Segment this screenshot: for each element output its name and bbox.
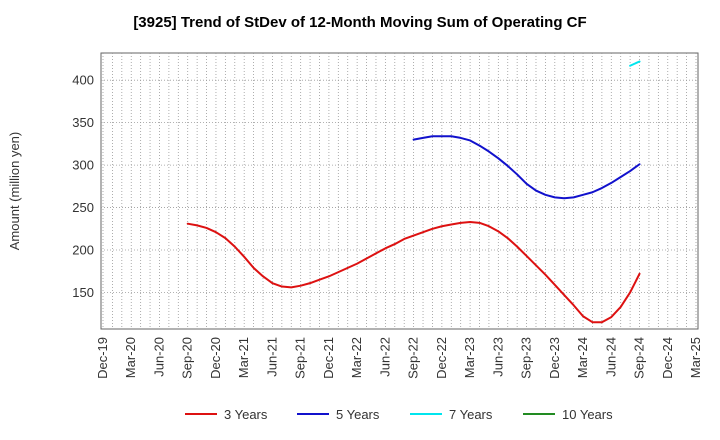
legend-label: 10 Years xyxy=(562,407,613,422)
y-tick-label: 350 xyxy=(72,115,94,130)
legend-label: 3 Years xyxy=(224,407,268,422)
legend-label: 5 Years xyxy=(336,407,380,422)
chart-title: [3925] Trend of StDev of 12-Month Moving… xyxy=(133,14,586,31)
x-tick-label: Jun-23 xyxy=(490,337,505,377)
x-tick-label: Mar-20 xyxy=(123,337,138,378)
y-axis-ticks: 150 200 250 300 350 400 xyxy=(72,73,94,300)
y-tick-label: 150 xyxy=(72,285,94,300)
x-tick-label: Dec-22 xyxy=(434,337,449,379)
x-tick-label: Jun-22 xyxy=(377,337,392,377)
y-tick-label: 200 xyxy=(72,243,94,258)
y-axis-label: Amount (million yen) xyxy=(7,132,22,251)
x-tick-label: Mar-24 xyxy=(575,337,590,378)
x-tick-label: Mar-23 xyxy=(462,337,477,378)
x-tick-label: Dec-19 xyxy=(95,337,110,379)
x-tick-label: Jun-20 xyxy=(151,337,166,377)
x-tick-label: Dec-24 xyxy=(660,337,675,379)
x-tick-label: Dec-20 xyxy=(208,337,223,379)
x-tick-label: Sep-24 xyxy=(632,337,647,379)
x-tick-label: Jun-24 xyxy=(603,337,618,377)
x-tick-label: Sep-23 xyxy=(519,337,534,379)
x-tick-label: Mar-25 xyxy=(688,337,703,378)
x-tick-label: Sep-21 xyxy=(293,337,308,379)
series-line-2 xyxy=(629,60,641,67)
x-tick-label: Dec-21 xyxy=(321,337,336,379)
x-axis-ticks: Dec-19 Mar-20 Jun-20 Sep-20 Dec-20 Mar-21 Jun-… xyxy=(95,337,703,379)
series-lines xyxy=(186,60,641,324)
plot-area xyxy=(100,52,699,330)
legend: 3 Years 5 Years 7 Years 10 Years xyxy=(185,407,613,422)
y-tick-label: 250 xyxy=(72,200,94,215)
x-tick-label: Mar-22 xyxy=(349,337,364,378)
gridlines xyxy=(101,53,698,329)
series-line-0 xyxy=(186,221,641,324)
x-tick-label: Jun-21 xyxy=(264,337,279,377)
x-tick-label: Mar-21 xyxy=(236,337,251,378)
legend-label: 7 Years xyxy=(449,407,493,422)
x-tick-label: Dec-23 xyxy=(547,337,562,379)
y-tick-label: 300 xyxy=(72,158,94,173)
x-tick-label: Sep-20 xyxy=(180,337,195,379)
y-tick-label: 400 xyxy=(72,73,94,88)
series-line-1 xyxy=(412,135,641,200)
x-tick-label: Sep-22 xyxy=(406,337,421,379)
